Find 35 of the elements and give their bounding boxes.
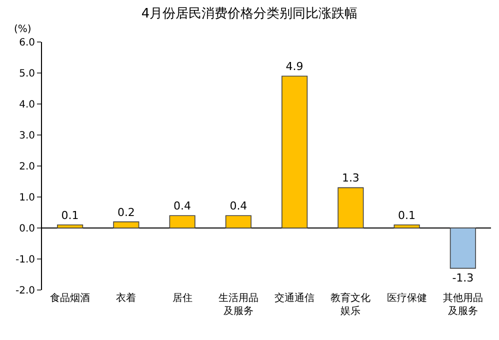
x-tick-label: 交通通信 xyxy=(274,292,315,304)
data-label: 0.2 xyxy=(117,206,135,219)
x-tick-label: 衣着 xyxy=(116,292,136,304)
data-label: -1.3 xyxy=(452,271,474,284)
bar xyxy=(113,221,140,228)
bar xyxy=(450,228,476,269)
y-tick-label: 2.0 xyxy=(19,162,35,172)
x-tick-label: 居住 xyxy=(172,293,192,304)
y-axis-title: (%) xyxy=(14,24,32,35)
bar xyxy=(225,215,252,228)
y-tick-label: 6.0 xyxy=(19,38,35,48)
data-label: 0.1 xyxy=(61,208,79,222)
bar xyxy=(57,224,84,228)
x-tick-label: 医疗保健 xyxy=(386,292,427,304)
y-tick-label: 4.0 xyxy=(19,100,35,110)
data-label: 0.4 xyxy=(174,200,192,213)
bar xyxy=(394,224,420,228)
y-tick-label: 3.0 xyxy=(19,130,35,142)
bar xyxy=(169,215,196,228)
data-label: 0.1 xyxy=(398,208,416,222)
x-tick-label: 其他用品及服务 xyxy=(442,292,483,317)
bar xyxy=(338,187,364,228)
y-tick-label: 5.0 xyxy=(19,68,35,80)
y-tick-label: 1.0 xyxy=(19,192,35,204)
chart-title: 4月份居民消费价格分类别同比涨跌幅 xyxy=(141,6,358,22)
x-tick-label: 教育文化娱乐 xyxy=(330,292,371,317)
data-label: 1.3 xyxy=(342,172,360,185)
y-tick-label: -1.0 xyxy=(15,254,35,266)
x-tick-label: 食品烟酒 xyxy=(50,292,90,304)
x-tick-label: 生活用品及服务 xyxy=(218,292,258,317)
bar xyxy=(282,76,308,228)
y-tick-label: 0.0 xyxy=(19,224,35,234)
data-label: 4.9 xyxy=(286,60,304,74)
y-tick-label: -2.0 xyxy=(15,286,35,296)
data-label: 0.4 xyxy=(230,200,248,213)
